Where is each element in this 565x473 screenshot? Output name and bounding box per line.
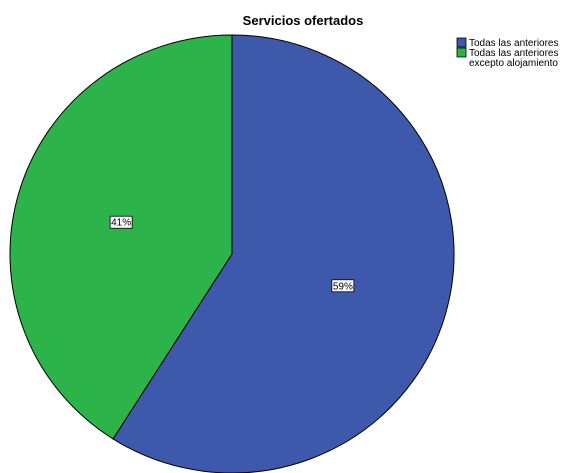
- legend-swatch: [456, 37, 467, 48]
- legend-item: Todas las anteriores: [456, 37, 559, 49]
- pie-slice: [9, 34, 233, 440]
- chart-title: Servicios ofertados: [243, 13, 364, 28]
- data-label-box: [331, 279, 355, 293]
- pie-data-label: 59%: [331, 279, 355, 293]
- legend-label: Todas las anteriores: [469, 38, 559, 49]
- data-label-box: [109, 215, 133, 229]
- pie-slices: [9, 34, 455, 473]
- legend-label: Todas las anteriores excepto alojamiento: [469, 48, 559, 69]
- data-label-text: 41%: [111, 218, 131, 229]
- pie-data-labels: 59% 41%: [109, 215, 355, 293]
- data-label-text: 59%: [333, 281, 353, 292]
- legend-item: Todas las anteriores excepto alojamiento: [456, 47, 559, 69]
- legend-swatch: [456, 47, 467, 58]
- pie-data-label: 41%: [109, 215, 133, 229]
